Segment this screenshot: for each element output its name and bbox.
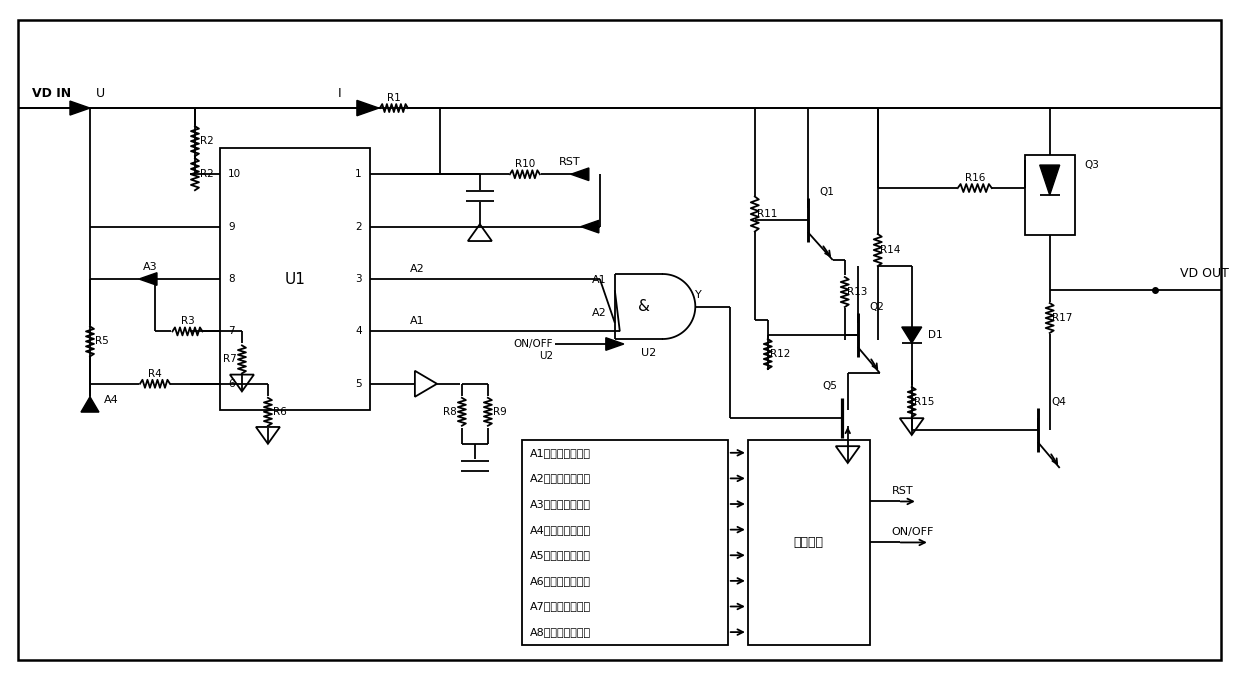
Bar xyxy=(1025,155,1074,235)
Text: A1: A1 xyxy=(410,317,425,326)
Text: 6: 6 xyxy=(228,379,234,388)
Polygon shape xyxy=(139,273,157,286)
Text: 主控装置: 主控装置 xyxy=(794,536,824,549)
Text: R12: R12 xyxy=(769,349,790,359)
Text: 8: 8 xyxy=(228,274,234,284)
Text: R2: R2 xyxy=(199,169,214,179)
Text: 7: 7 xyxy=(228,326,234,337)
Text: R14: R14 xyxy=(880,245,900,255)
Text: R2: R2 xyxy=(199,136,214,146)
Text: I: I xyxy=(338,87,342,100)
Text: A3：输入电流采样: A3：输入电流采样 xyxy=(530,499,591,509)
Text: D1: D1 xyxy=(928,330,943,340)
Text: A6：输入检波电压: A6：输入检波电压 xyxy=(530,576,591,586)
Polygon shape xyxy=(81,397,99,412)
Bar xyxy=(748,440,870,645)
Polygon shape xyxy=(571,168,589,181)
Text: U2: U2 xyxy=(539,351,553,361)
Text: RST: RST xyxy=(892,486,913,497)
Text: A1: A1 xyxy=(592,275,607,285)
Text: &: & xyxy=(638,299,649,314)
Text: Q5: Q5 xyxy=(823,381,838,391)
Text: A4：输入电压采样: A4：输入电压采样 xyxy=(530,524,591,535)
Text: A4: A4 xyxy=(104,395,119,405)
Text: Q1: Q1 xyxy=(820,187,835,197)
Text: R5: R5 xyxy=(95,337,109,346)
Text: 5: 5 xyxy=(356,379,362,388)
Text: R16: R16 xyxy=(964,173,985,183)
Text: R3: R3 xyxy=(181,317,195,326)
Text: 9: 9 xyxy=(228,221,234,232)
Text: R9: R9 xyxy=(493,407,507,417)
Text: 2: 2 xyxy=(356,221,362,232)
Text: R6: R6 xyxy=(273,407,286,417)
Polygon shape xyxy=(69,101,90,115)
Text: VD OUT: VD OUT xyxy=(1180,267,1229,280)
Text: R4: R4 xyxy=(149,368,162,379)
Text: A1：电压超限告警: A1：电压超限告警 xyxy=(530,448,591,457)
Text: A2：电流超限告警: A2：电流超限告警 xyxy=(530,473,591,484)
Text: U2: U2 xyxy=(642,348,657,358)
Text: 10: 10 xyxy=(228,169,242,179)
Text: 1: 1 xyxy=(356,169,362,179)
Text: A3: A3 xyxy=(142,262,157,272)
Polygon shape xyxy=(606,337,623,351)
Text: R7: R7 xyxy=(223,355,237,364)
Text: R1: R1 xyxy=(387,93,400,103)
Text: Q2: Q2 xyxy=(870,302,885,312)
Text: Q3: Q3 xyxy=(1084,160,1099,170)
Text: R13: R13 xyxy=(846,287,867,297)
Text: U1: U1 xyxy=(285,272,305,286)
Text: 3: 3 xyxy=(356,274,362,284)
Text: VD IN: VD IN xyxy=(32,87,72,100)
Text: A8：反向检波电压: A8：反向检波电压 xyxy=(530,627,591,637)
Bar xyxy=(522,440,727,645)
Polygon shape xyxy=(357,100,379,116)
Text: R15: R15 xyxy=(913,397,934,407)
Polygon shape xyxy=(902,327,922,343)
Polygon shape xyxy=(581,220,598,233)
Text: ON/OFF: ON/OFF xyxy=(513,339,553,349)
Text: U: U xyxy=(95,87,104,100)
Bar xyxy=(221,148,370,410)
Text: Q4: Q4 xyxy=(1052,397,1067,407)
Text: 4: 4 xyxy=(356,326,362,337)
Text: A2: A2 xyxy=(410,264,425,274)
Polygon shape xyxy=(1040,165,1059,195)
Text: A7：输出检波电压: A7：输出检波电压 xyxy=(530,602,591,611)
Text: R11: R11 xyxy=(757,209,777,219)
Text: RST: RST xyxy=(559,157,581,167)
Text: R8: R8 xyxy=(444,407,457,417)
Text: R17: R17 xyxy=(1052,313,1072,323)
Text: ON/OFF: ON/OFF xyxy=(892,527,934,538)
Text: A5：温度采样电压: A5：温度采样电压 xyxy=(530,550,591,560)
Text: Y: Y xyxy=(695,290,701,299)
Text: A2: A2 xyxy=(592,308,607,318)
Text: R10: R10 xyxy=(514,159,535,169)
